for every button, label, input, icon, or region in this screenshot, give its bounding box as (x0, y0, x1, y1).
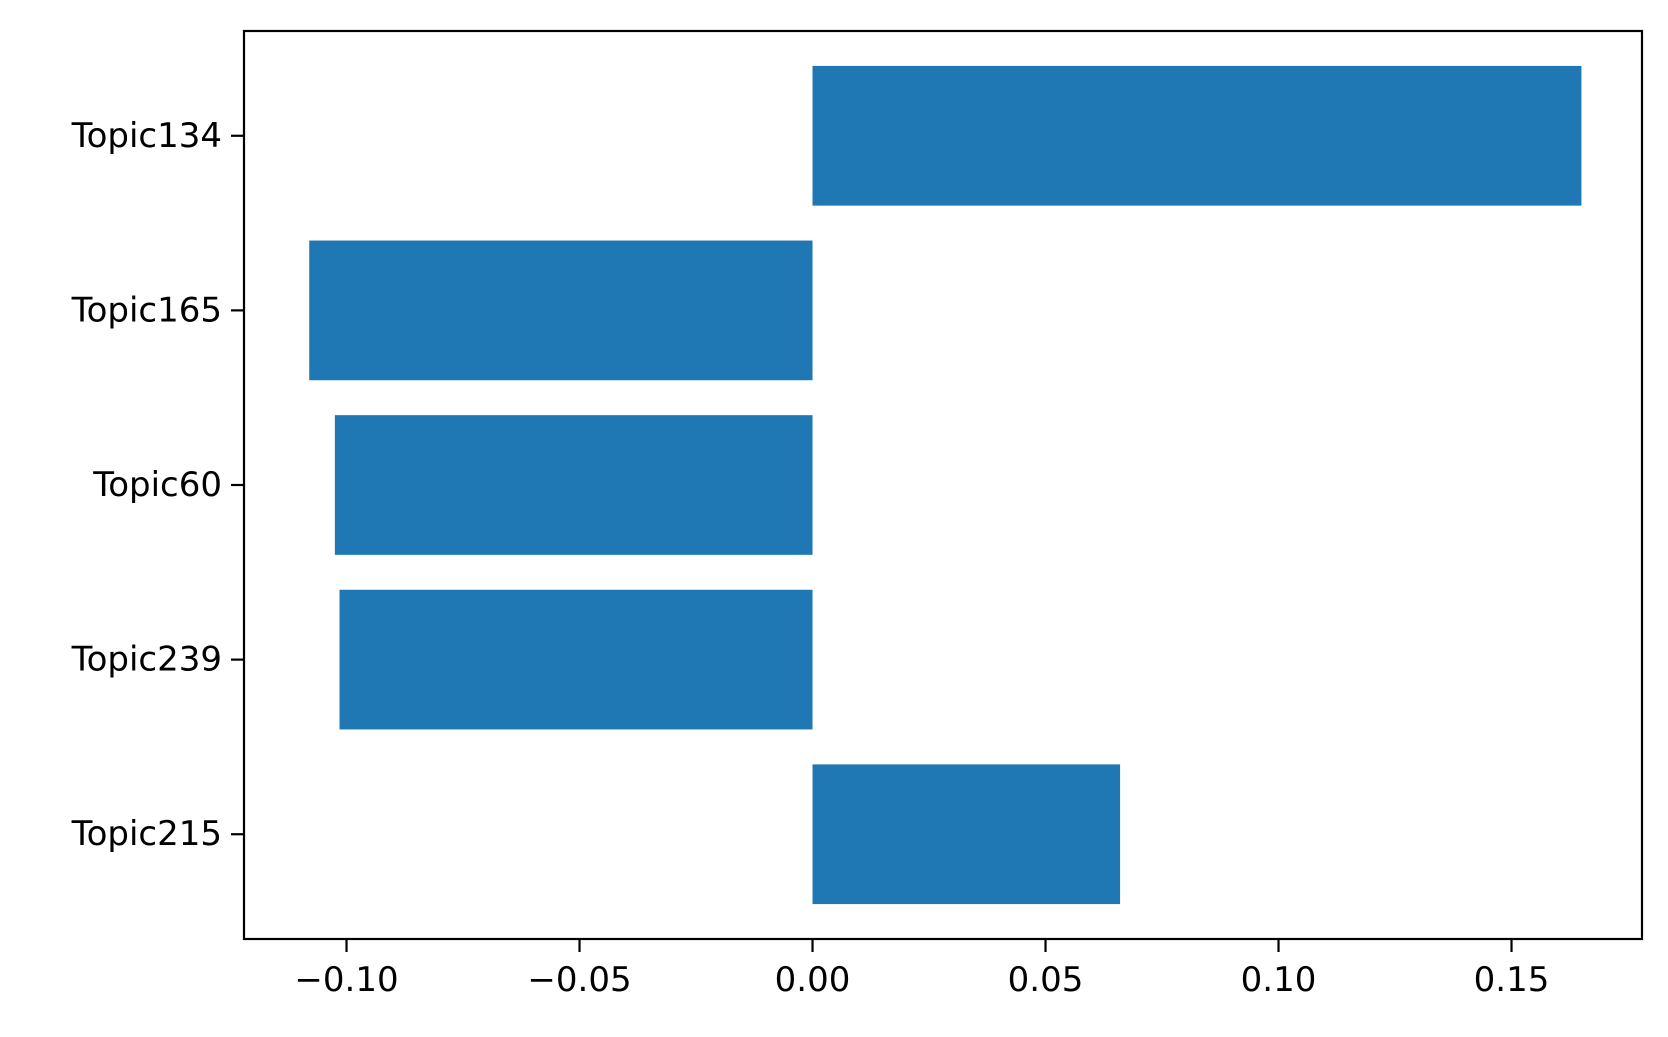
y-tick-label: Topic165 (71, 290, 222, 330)
bar-topic239 (339, 589, 813, 730)
x-axis: −0.10 −0.05 0.00 0.05 0.10 0.15 (294, 939, 1549, 1000)
x-tick-label: 0.15 (1474, 960, 1550, 1000)
bar-topic165 (309, 240, 813, 381)
y-axis: Topic134 Topic165 Topic60 Topic239 Topic215 (71, 116, 244, 854)
bar-topic60 (334, 415, 813, 555)
y-tick-label: Topic134 (71, 116, 222, 156)
y-tick-label: Topic239 (71, 640, 222, 680)
bar-topic134 (812, 65, 1582, 206)
bars-group (309, 65, 1582, 905)
bar-topic215 (812, 764, 1121, 905)
y-tick-label: Topic215 (71, 814, 222, 854)
x-tick-label: 0.10 (1241, 960, 1317, 1000)
x-tick-label: −0.05 (527, 960, 631, 1000)
x-tick-label: 0.05 (1008, 960, 1084, 1000)
x-tick-label: −0.10 (294, 960, 398, 1000)
y-tick-label: Topic60 (92, 465, 222, 505)
x-tick-label: 0.00 (775, 960, 851, 1000)
